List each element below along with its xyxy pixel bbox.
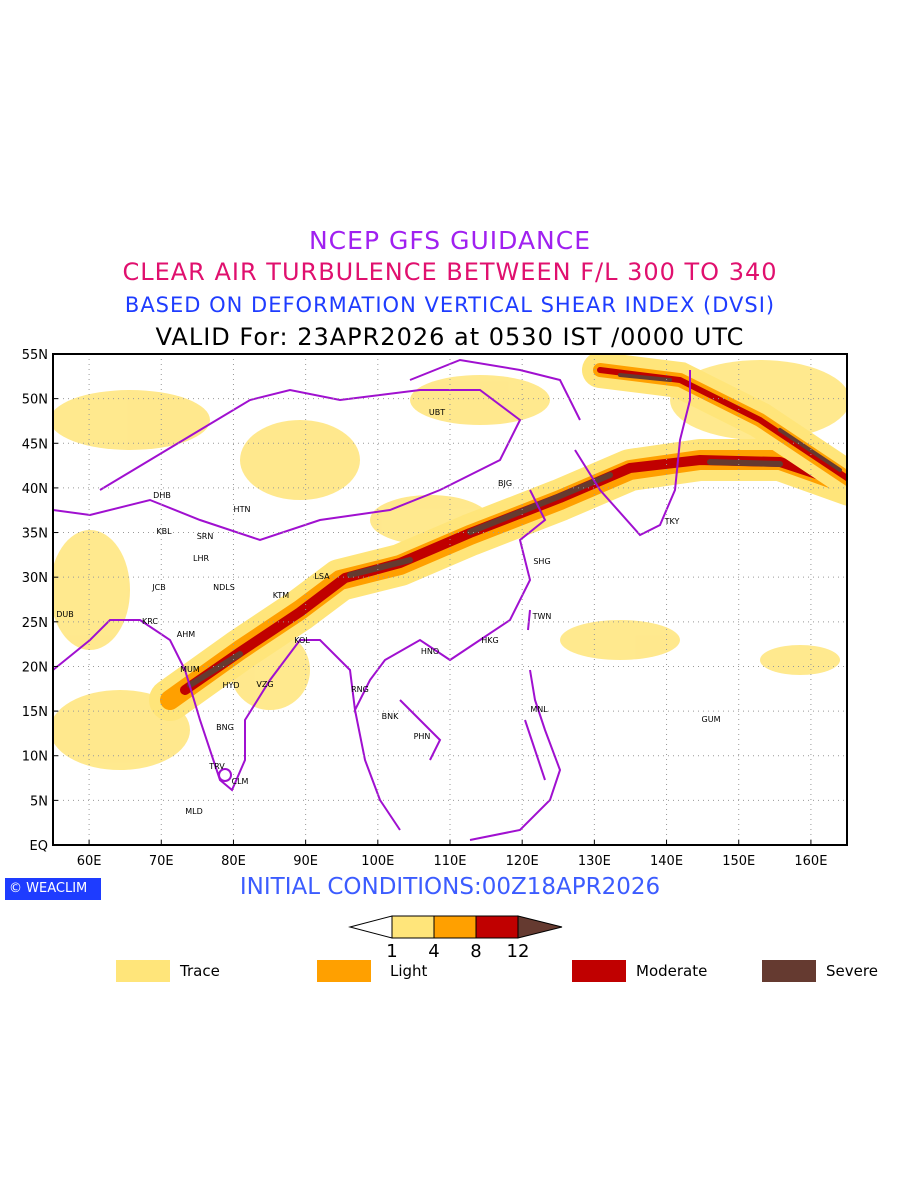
city-label: BNK — [382, 712, 399, 721]
city-label: CLM — [232, 777, 249, 786]
city-label: PHN — [414, 732, 431, 741]
city-label: DHB — [153, 491, 171, 500]
legend-label-severe: Severe — [826, 962, 878, 980]
city-label: LHR — [193, 554, 209, 563]
city-label: MUM — [180, 665, 200, 674]
title-product: CLEAR AIR TURBULENCE BETWEEN F/L 300 TO … — [122, 258, 778, 286]
city-label: AHM — [177, 630, 195, 639]
axis-ticks: EQ 5N 10N 15N 20N 25N 30N 35N 40N 45N 50N 55N 60E 70E… — [22, 348, 828, 869]
city-label: UBT — [429, 408, 445, 417]
colorbar-tick: 4 — [428, 941, 439, 960]
city-label: SHG — [533, 557, 550, 566]
colorbar-box-trace — [391, 915, 435, 939]
lat-tick-label: 40N — [22, 482, 48, 497]
legend-swatch-light — [317, 960, 371, 982]
legend-label-trace: Trace — [180, 962, 220, 980]
city-label: MLD — [185, 807, 203, 816]
lat-tick-label: 5N — [30, 794, 48, 809]
title-valid-time: VALID For: 23APR2026 at 0530 IST /0000 U… — [155, 323, 745, 351]
turbulence-map: UBT BJG TKY SHG TWN HKG HNO MNL GUM RNG BNK PHN LSA K… — [22, 348, 848, 869]
legend-label-moderate: Moderate — [636, 962, 708, 980]
legend-swatch-moderate — [572, 960, 626, 982]
lat-tick-label: 55N — [22, 348, 48, 363]
title-model: NCEP GFS GUIDANCE — [308, 226, 591, 255]
lon-tick-label: 100E — [361, 854, 394, 869]
lat-tick-label: 25N — [22, 616, 48, 631]
lon-tick-label: 90E — [293, 854, 318, 869]
lon-tick-label: 110E — [433, 854, 466, 869]
colorbar-tick: 1 — [386, 941, 397, 960]
jet-band-main — [149, 439, 847, 721]
coastlines-borders — [53, 358, 691, 841]
lon-tick-label: 150E — [722, 854, 755, 869]
lat-tick-label: 20N — [22, 660, 48, 675]
lon-tick-label: 70E — [149, 854, 174, 869]
lat-tick-label: 35N — [22, 527, 48, 542]
lat-tick-label: 45N — [22, 437, 48, 452]
city-label: HTN — [234, 505, 251, 514]
lon-tick-label: 60E — [77, 854, 102, 869]
city-label: TKY — [664, 517, 680, 526]
city-label: TWN — [532, 612, 552, 621]
copyright-icon: © — [9, 881, 22, 896]
grid-lines — [53, 354, 847, 845]
colorbar-tick: 8 — [470, 941, 481, 960]
city-label: HKG — [481, 636, 498, 645]
city-label: KBL — [156, 527, 172, 536]
colorbar-under-arrow — [348, 915, 393, 939]
city-label: KOL — [294, 636, 310, 645]
city-label: SRN — [197, 532, 214, 541]
city-label: RNG — [351, 685, 369, 694]
city-label: KTM — [273, 591, 290, 600]
city-label: JCB — [151, 583, 165, 592]
lat-tick-label: 15N — [22, 705, 48, 720]
colorbar-tick: 12 — [507, 941, 530, 960]
lon-tick-label: 120E — [506, 854, 539, 869]
weaclim-logo[interactable]: © WEACLIM — [5, 878, 101, 900]
colorbar-box-light — [433, 915, 477, 939]
lon-tick-label: 160E — [794, 854, 827, 869]
legend-swatch-trace — [116, 960, 170, 982]
turbulence-field — [53, 354, 847, 845]
legend-swatch-severe — [762, 960, 816, 982]
city-label: HNO — [421, 647, 439, 656]
colorbar: 1 4 8 12 — [348, 915, 563, 960]
city-label: BJG — [498, 479, 512, 488]
legend-label-light: Light — [390, 962, 428, 980]
lat-tick-label: 30N — [22, 571, 48, 586]
city-label: TRV — [208, 762, 225, 771]
lon-tick-label: 80E — [221, 854, 246, 869]
lat-tick-label: 10N — [22, 750, 48, 765]
lat-tick-label: 50N — [22, 393, 48, 408]
city-label: BNG — [216, 723, 234, 732]
lon-tick-label: 140E — [650, 854, 683, 869]
city-label: LSA — [314, 572, 330, 581]
city-label: NDLS — [213, 583, 235, 592]
jet-band-northeast — [582, 354, 847, 498]
city-label: GUM — [702, 715, 721, 724]
colorbar-over-arrow — [517, 915, 563, 939]
city-labels: UBT BJG TKY SHG TWN HKG HNO MNL GUM RNG BNK PHN LSA K… — [56, 408, 720, 816]
trace-areas — [53, 360, 847, 770]
lat-tick-label: EQ — [30, 839, 48, 854]
colorbar-box-moderate — [475, 915, 519, 939]
city-label: VZG — [256, 680, 273, 689]
lon-tick-label: 130E — [578, 854, 611, 869]
city-label: DUB — [56, 610, 74, 619]
logo-text: WEACLIM — [26, 881, 88, 896]
initial-conditions: INITIAL CONDITIONS:00Z18APR2026 — [239, 874, 661, 900]
title-method: BASED ON DEFORMATION VERTICAL SHEAR INDE… — [124, 293, 776, 317]
city-label: MNL — [530, 705, 548, 714]
city-label: KRC — [142, 617, 158, 626]
city-label: HYD — [222, 681, 239, 690]
